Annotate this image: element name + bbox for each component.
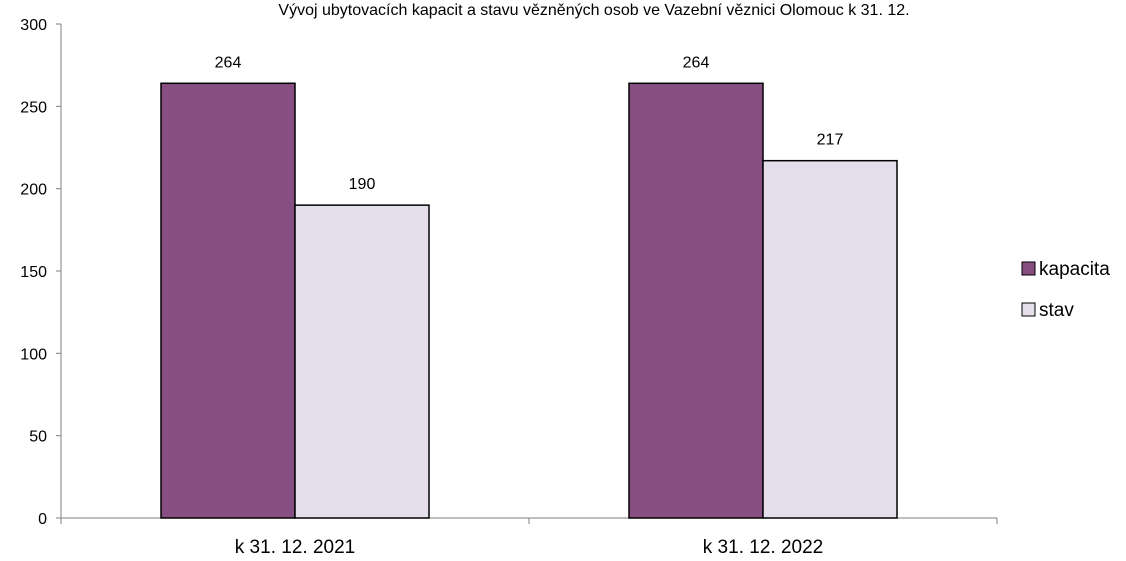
y-tick-label: 50 (29, 429, 47, 446)
legend-swatch-stav (1021, 302, 1036, 317)
chart-title: Vývoj ubytovacích kapacit a stavu vězněn… (278, 2, 909, 19)
y-tick-label: 250 (20, 99, 47, 116)
bar-kapacita (628, 82, 764, 519)
y-tick-label: 300 (20, 17, 47, 34)
data-label: 264 (215, 54, 242, 71)
x-axis: k 31. 12. 2021 k 31. 12. 2022 (60, 517, 998, 558)
y-tick-label: 150 (20, 264, 47, 281)
bars (160, 82, 898, 519)
x-category-label: k 31. 12. 2022 (703, 537, 823, 558)
y-axis: 0 50 100 150 200 250 300 (20, 17, 62, 528)
data-label: 190 (349, 176, 376, 193)
bar-stav (762, 159, 898, 519)
legend-label-kapacita: kapacita (1039, 259, 1110, 280)
x-category-label: k 31. 12. 2021 (235, 537, 355, 558)
legend-swatch-kapacita (1021, 261, 1036, 276)
legend: kapacita stav (1021, 259, 1110, 321)
data-labels: 264 264 190 217 (215, 54, 844, 193)
data-label: 217 (817, 132, 844, 149)
bar-stav (294, 204, 430, 519)
bar-kapacita (160, 82, 296, 519)
y-tick-label: 0 (38, 511, 47, 528)
data-label: 264 (683, 54, 710, 71)
y-tick-label: 100 (20, 346, 47, 363)
legend-label-stav: stav (1039, 300, 1074, 321)
y-tick-label: 200 (20, 182, 47, 199)
